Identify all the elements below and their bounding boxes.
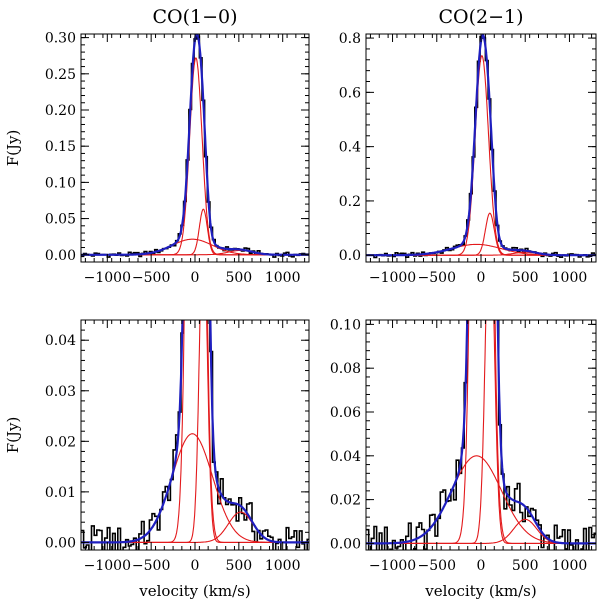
total-fit-line	[81, 34, 309, 256]
panel-top-left: −1000 −500 0 500 1000 0.00 0.05 0.10 0.15 0.20 0.2…	[4, 6, 310, 286]
x-tick-label: −1000	[84, 270, 131, 286]
x-tick-label: 0	[477, 270, 486, 286]
y-tick-label: 0.8	[339, 31, 361, 47]
total-fit-line	[81, 320, 309, 544]
plot-area	[366, 320, 596, 550]
y-axis-label: F(Jy)	[4, 130, 22, 167]
axes-frame	[365, 33, 597, 263]
x-tick-label: 500	[512, 270, 539, 286]
y-tick-label: 0.04	[330, 449, 361, 465]
plot-area	[366, 34, 596, 259]
x-tick-label: −1000	[369, 270, 416, 286]
x-tick-label: 500	[225, 558, 252, 574]
panel-title: CO(2−1)	[438, 6, 523, 28]
x-tick-label: −500	[132, 558, 170, 574]
data-histogram	[81, 35, 309, 258]
x-tick-label: −500	[418, 270, 456, 286]
y-tick-label: 0.05	[45, 212, 76, 228]
x-tick-label: 0	[191, 270, 200, 286]
y-tick-label: 0.20	[45, 103, 76, 119]
y-tick-label: 0.15	[45, 139, 76, 155]
gauss-component-1	[81, 57, 309, 256]
y-tick-label: 0.02	[330, 493, 361, 509]
gauss-component-3	[81, 433, 309, 543]
y-tick-label: 0.06	[330, 405, 361, 421]
data-histogram	[81, 320, 309, 550]
y-tick-label: 0.03	[45, 384, 76, 400]
y-tick-label: 0.25	[45, 67, 76, 83]
x-tick-label: −500	[418, 558, 456, 574]
plot-area	[81, 34, 309, 258]
y-tick-label: 0.02	[45, 434, 76, 450]
y-tick-label: 0.6	[339, 85, 361, 101]
axes-frame	[80, 33, 310, 263]
x-tick-label: −1000	[369, 558, 416, 574]
gauss-component-2	[366, 212, 596, 256]
gauss-component-1	[366, 54, 596, 256]
panel-bottom-left: −1000 −500 0 500 1000 0.00 0.01 0.02 0.03 0.04 vel…	[4, 319, 310, 600]
x-tick-label: −500	[132, 270, 170, 286]
y-axis-label: F(Jy)	[4, 417, 22, 454]
y-tick-label: 0.10	[45, 175, 76, 191]
y-tick-label: 0.4	[339, 140, 361, 156]
panel-title: CO(1−0)	[152, 6, 237, 28]
x-tick-label: 1000	[552, 270, 588, 286]
x-tick-label: 0	[191, 558, 200, 574]
x-tick-label: 1000	[265, 270, 301, 286]
y-tick-label: 0.00	[330, 536, 361, 552]
total-fit-line	[366, 320, 596, 545]
x-axis-label: velocity (km/s)	[138, 582, 250, 600]
y-tick-label: 0.04	[45, 333, 76, 349]
y-tick-label: 0.10	[330, 317, 361, 333]
axes-frame	[365, 319, 597, 551]
gauss-component-3	[81, 238, 309, 256]
total-fit-line	[366, 34, 596, 257]
x-tick-label: 0	[477, 558, 486, 574]
y-tick-label: 0.2	[339, 194, 361, 210]
data-histogram	[366, 35, 596, 259]
x-tick-label: −1000	[84, 558, 131, 574]
panel-bottom-right: −1000 −500 0 500 1000 0.00 0.02 0.04 0.06 0.08 0.1…	[330, 317, 597, 600]
y-tick-label: 0.01	[45, 485, 76, 501]
panel-top-right: −1000 −500 0 500 1000 0.0 0.2 0.4 0.6 0.8 CO(2−1)	[339, 6, 597, 286]
y-tick-label: 0.08	[330, 361, 361, 377]
y-tick-label: 0.0	[339, 248, 361, 264]
gauss-component-2	[81, 208, 309, 256]
x-tick-label: 1000	[552, 558, 588, 574]
y-tick-label: 0.00	[45, 535, 76, 551]
y-tick-label: 0.00	[45, 248, 76, 264]
x-tick-label: 1000	[265, 558, 301, 574]
data-histogram	[366, 320, 596, 550]
x-tick-label: 500	[512, 558, 539, 574]
x-axis-label: velocity (km/s)	[424, 582, 536, 600]
x-tick-label: 500	[225, 270, 252, 286]
y-tick-label: 0.30	[45, 31, 76, 47]
